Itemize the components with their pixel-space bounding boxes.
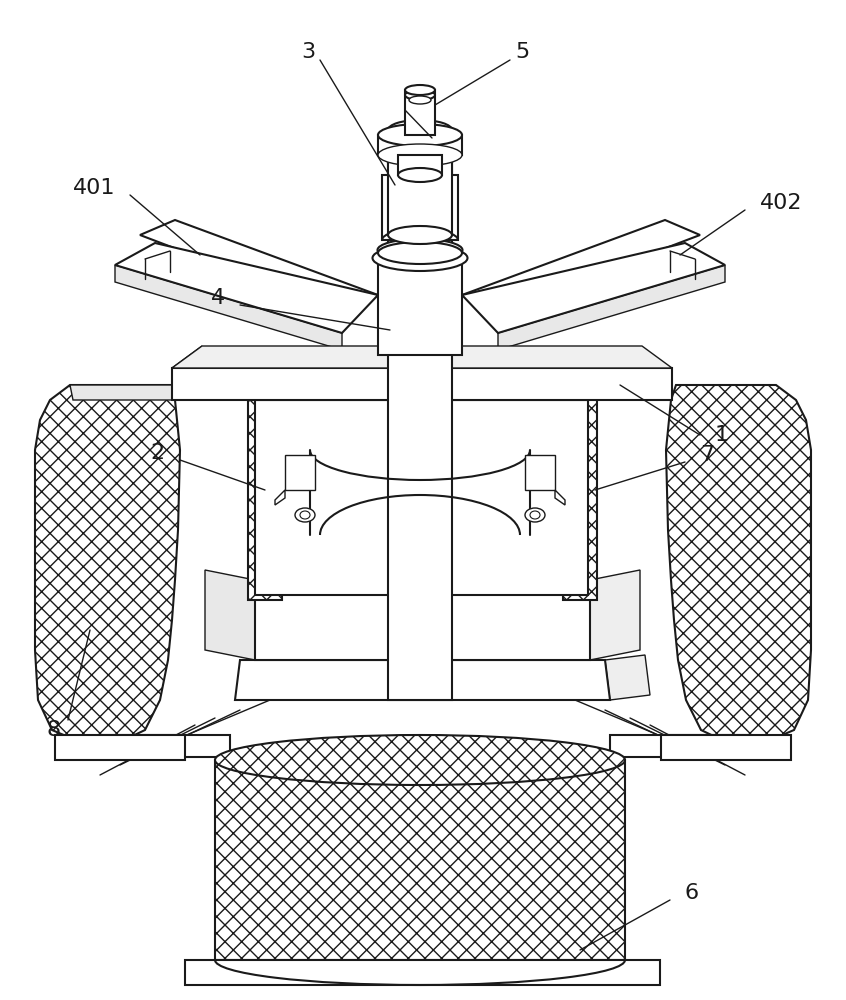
Ellipse shape xyxy=(530,511,540,519)
Polygon shape xyxy=(398,155,442,175)
Text: 401: 401 xyxy=(73,178,115,198)
Polygon shape xyxy=(235,660,610,700)
Polygon shape xyxy=(525,455,555,490)
Polygon shape xyxy=(248,395,282,600)
Ellipse shape xyxy=(409,96,431,104)
Text: 4: 4 xyxy=(211,288,225,308)
Text: 3: 3 xyxy=(301,42,315,62)
Ellipse shape xyxy=(378,124,462,146)
Ellipse shape xyxy=(215,735,625,785)
Polygon shape xyxy=(590,570,640,660)
Polygon shape xyxy=(285,455,315,490)
Ellipse shape xyxy=(388,226,452,244)
Polygon shape xyxy=(70,385,178,400)
Ellipse shape xyxy=(525,508,545,522)
Polygon shape xyxy=(115,265,342,350)
Polygon shape xyxy=(666,385,811,742)
Polygon shape xyxy=(462,243,725,333)
Polygon shape xyxy=(388,135,452,235)
Polygon shape xyxy=(388,130,452,700)
Ellipse shape xyxy=(398,168,442,182)
Ellipse shape xyxy=(377,239,463,261)
Polygon shape xyxy=(498,265,725,350)
Ellipse shape xyxy=(372,245,468,271)
Polygon shape xyxy=(382,175,458,240)
Polygon shape xyxy=(555,490,565,505)
Ellipse shape xyxy=(405,85,435,95)
Polygon shape xyxy=(462,220,700,315)
Polygon shape xyxy=(405,90,435,135)
Polygon shape xyxy=(35,385,180,742)
Polygon shape xyxy=(100,735,230,757)
Polygon shape xyxy=(215,760,625,960)
Polygon shape xyxy=(661,735,791,760)
Polygon shape xyxy=(255,580,590,660)
Polygon shape xyxy=(115,243,378,333)
Polygon shape xyxy=(172,346,202,400)
Polygon shape xyxy=(378,135,462,155)
Polygon shape xyxy=(378,253,462,355)
Ellipse shape xyxy=(378,242,462,264)
Text: 6: 6 xyxy=(685,883,699,903)
Ellipse shape xyxy=(378,144,462,166)
Polygon shape xyxy=(185,960,660,985)
Polygon shape xyxy=(398,130,442,175)
Polygon shape xyxy=(563,395,597,600)
Polygon shape xyxy=(172,346,672,368)
Ellipse shape xyxy=(388,126,452,144)
Text: 5: 5 xyxy=(515,42,529,62)
Polygon shape xyxy=(55,735,185,760)
Text: 1: 1 xyxy=(715,425,729,445)
Text: 8: 8 xyxy=(47,720,61,740)
Ellipse shape xyxy=(295,508,315,522)
Polygon shape xyxy=(172,368,672,400)
Ellipse shape xyxy=(388,120,452,140)
Polygon shape xyxy=(275,490,285,505)
Text: 2: 2 xyxy=(150,443,164,463)
Polygon shape xyxy=(255,400,588,595)
Polygon shape xyxy=(605,655,650,700)
Polygon shape xyxy=(140,220,378,315)
Ellipse shape xyxy=(300,511,310,519)
Text: 402: 402 xyxy=(760,193,803,213)
Polygon shape xyxy=(205,570,255,660)
Polygon shape xyxy=(610,735,748,757)
Ellipse shape xyxy=(405,90,435,100)
Text: 7: 7 xyxy=(700,445,714,465)
